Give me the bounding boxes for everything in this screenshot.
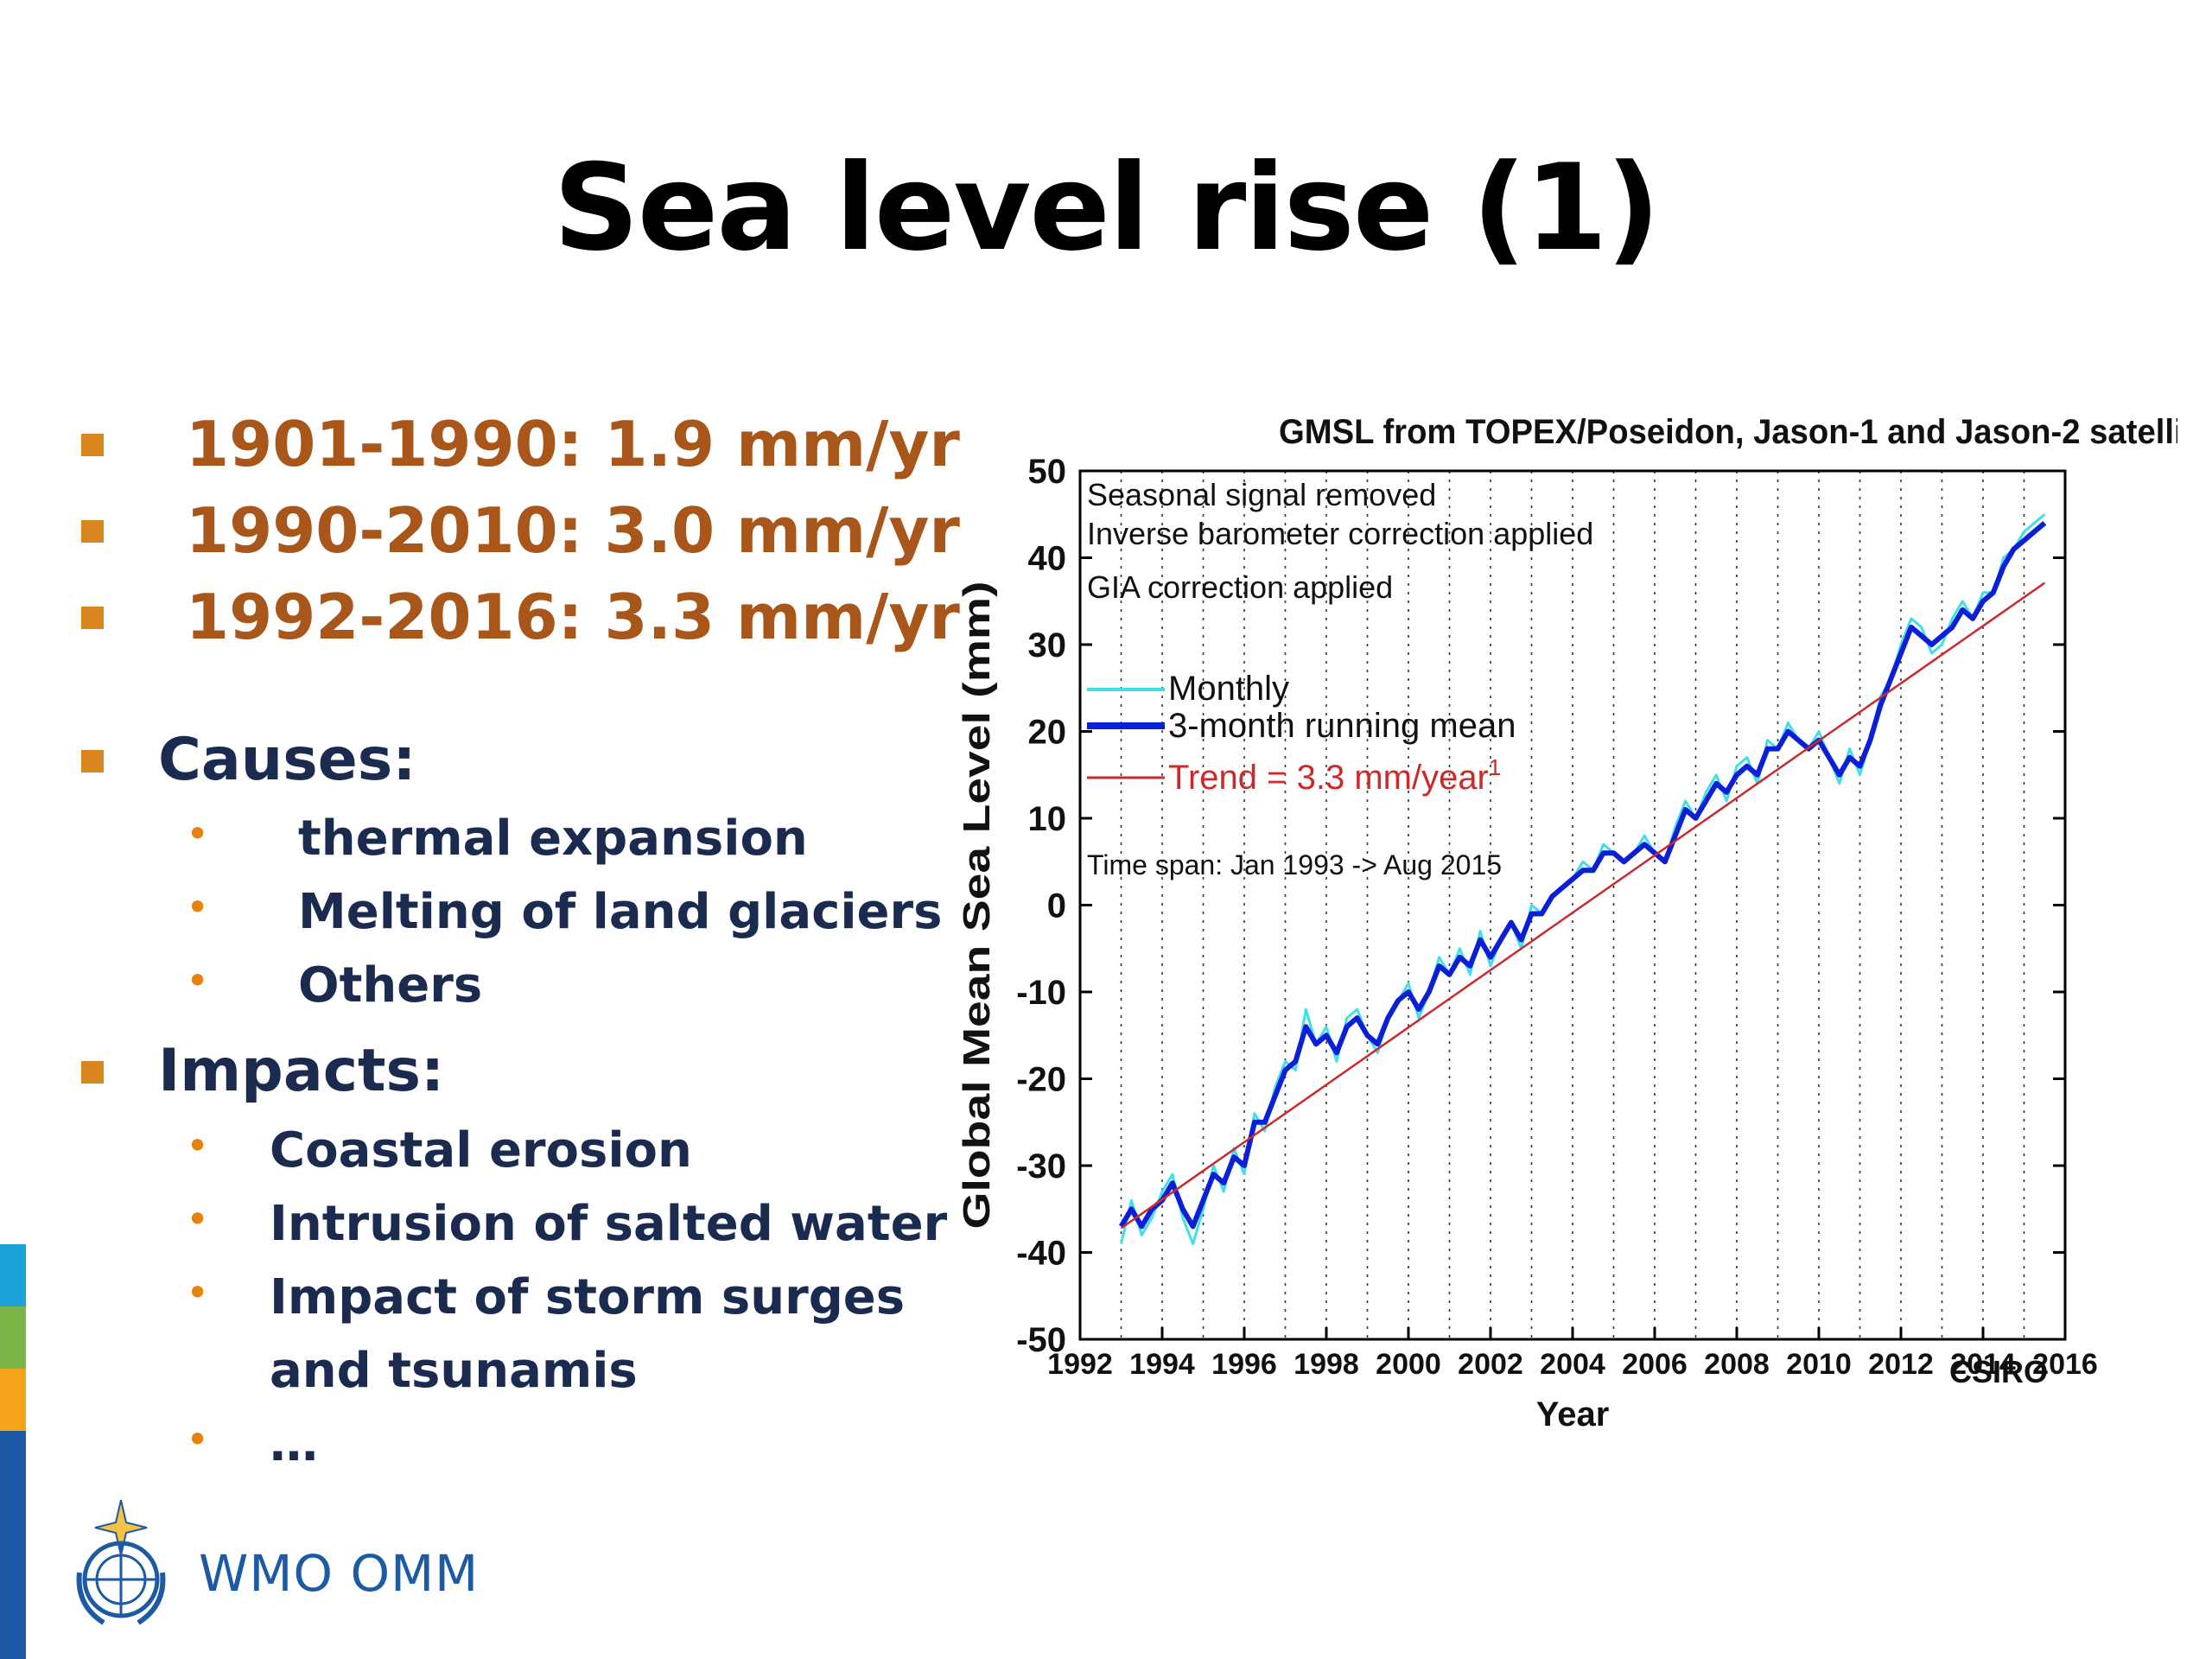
legend-label-trend: Trend = 3.3 mm/year1 bbox=[1168, 754, 1501, 797]
impact-text: Impact of storm surges bbox=[270, 1269, 906, 1325]
chart-legend: Monthly 3-month running mean Trend = 3.3… bbox=[1087, 670, 1516, 797]
dot-bullet-icon: • bbox=[186, 1122, 210, 1169]
axis-ticks: -50 -40 -30 -20 -10 0 10 20 30 40 50 1992 1994 1996 19… bbox=[1016, 453, 2098, 1381]
y-tick-label: -50 bbox=[1016, 1321, 1066, 1359]
x-tick-label: 1998 bbox=[1294, 1348, 1359, 1381]
series-line-trend-3-3-mm-year bbox=[1120, 582, 2046, 1230]
causes-heading-text: Causes: bbox=[158, 726, 416, 794]
x-tick-label: 2014 bbox=[1950, 1348, 2016, 1381]
dot-bullet-icon: • bbox=[186, 884, 210, 931]
x-tick-label: 1996 bbox=[1211, 1348, 1277, 1381]
strip-segment-orange bbox=[0, 1369, 26, 1431]
annotation-barometer: Inverse barometer correction applied bbox=[1087, 516, 1593, 551]
rate-text: 1992-2016: 3.3 mm/yr bbox=[186, 581, 960, 653]
annotation-gia: GIA correction applied bbox=[1087, 569, 1393, 605]
series-line-3-month-running-mean bbox=[1118, 521, 2047, 1230]
x-tick-label: 2002 bbox=[1458, 1348, 1523, 1381]
series-layer bbox=[1118, 513, 2047, 1245]
wmo-emblem-icon bbox=[76, 1499, 166, 1625]
cause-text: Melting of land glaciers bbox=[298, 884, 943, 940]
chart-title: GMSL from TOPEX/Poseidon, Jason-1 and Ja… bbox=[1279, 413, 2177, 451]
impact-text: … bbox=[270, 1416, 318, 1472]
chart-grid bbox=[1120, 471, 2025, 1339]
source-label: CSIRO bbox=[1949, 1354, 2048, 1389]
strip-segment-navy bbox=[0, 1431, 26, 1659]
dot-bullet-icon: • bbox=[186, 1269, 210, 1316]
wmo-logo-text: WMO OMM bbox=[199, 1544, 480, 1603]
y-tick-label: -30 bbox=[1016, 1147, 1066, 1185]
y-tick-label: 40 bbox=[1028, 540, 1067, 578]
y-tick-label: 50 bbox=[1028, 453, 1067, 491]
impact-text: and tsunamis bbox=[270, 1343, 638, 1399]
x-axis-label: Year bbox=[1536, 1395, 1610, 1433]
x-tick-label: 1994 bbox=[1129, 1348, 1195, 1381]
x-tick-label: 2008 bbox=[1704, 1348, 1770, 1381]
annotation-timespan: Time span: Jan 1993 -> Aug 2015 bbox=[1087, 849, 1502, 880]
cause-text: thermal expansion bbox=[298, 810, 808, 867]
y-tick-label: 30 bbox=[1028, 626, 1067, 664]
dot-bullet-icon: • bbox=[186, 1416, 210, 1463]
square-bullet-icon bbox=[81, 1061, 104, 1084]
square-bullet-icon bbox=[81, 750, 104, 772]
y-tick-label: 0 bbox=[1047, 887, 1066, 925]
dot-bullet-icon: • bbox=[186, 1196, 210, 1243]
impact-text: Intrusion of salted water bbox=[270, 1196, 948, 1252]
dot-bullet-icon: • bbox=[186, 810, 210, 857]
gmsl-chart: -50 -40 -30 -20 -10 0 10 20 30 40 50 1992 1994 1996 19… bbox=[956, 413, 2177, 1433]
x-tick-label: 2012 bbox=[1868, 1348, 1934, 1381]
annotation-seasonal: Seasonal signal removed bbox=[1087, 477, 1436, 512]
x-tick-label: 2006 bbox=[1622, 1348, 1688, 1381]
x-tick-label: 2016 bbox=[2032, 1348, 2098, 1381]
legend-label-running-mean: 3-month running mean bbox=[1168, 707, 1516, 745]
strip-segment-blue bbox=[0, 1244, 26, 1306]
rate-text: 1990-2010: 3.0 mm/yr bbox=[186, 494, 960, 567]
legend-trend-text: Trend = 3.3 mm/year bbox=[1168, 759, 1489, 797]
impact-text: Coastal erosion bbox=[270, 1122, 692, 1179]
square-bullet-icon bbox=[81, 607, 104, 629]
x-tick-label: 2004 bbox=[1540, 1348, 1605, 1381]
rate-text: 1901-1990: 1.9 mm/yr bbox=[186, 408, 960, 480]
strip-segment-green bbox=[0, 1306, 26, 1369]
legend-label-monthly: Monthly bbox=[1168, 670, 1289, 708]
x-tick-label: 1992 bbox=[1047, 1348, 1113, 1381]
legend-trend-superscript: 1 bbox=[1489, 754, 1501, 780]
square-bullet-icon bbox=[81, 434, 104, 456]
y-tick-label: -20 bbox=[1016, 1061, 1066, 1099]
y-tick-label: -10 bbox=[1016, 974, 1066, 1012]
y-axis-label: Global Mean Sea Level (mm) bbox=[956, 582, 998, 1230]
cause-text: Others bbox=[298, 957, 483, 1014]
dot-bullet-icon: • bbox=[186, 957, 210, 1004]
square-bullet-icon bbox=[81, 520, 104, 543]
x-tick-label: 2000 bbox=[1376, 1348, 1441, 1381]
x-tick-label: 2010 bbox=[1786, 1348, 1852, 1381]
y-tick-label: 10 bbox=[1028, 800, 1067, 838]
y-tick-label: -40 bbox=[1016, 1235, 1066, 1273]
slide-title: Sea level rise (1) bbox=[553, 138, 1660, 277]
y-tick-label: 20 bbox=[1028, 714, 1067, 752]
impacts-heading-text: Impacts: bbox=[158, 1037, 445, 1105]
